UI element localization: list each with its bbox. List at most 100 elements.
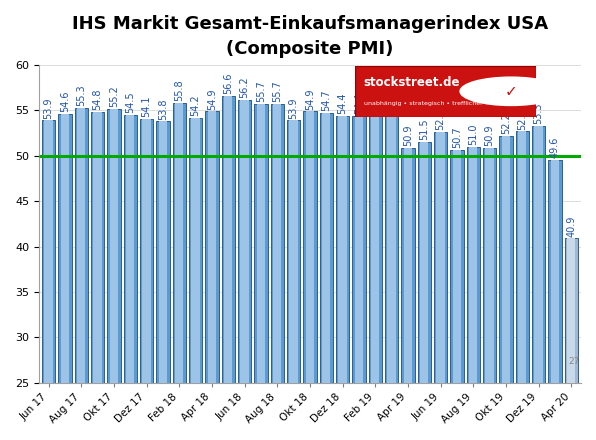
Bar [45,121,53,440]
Bar [156,121,170,440]
Bar [368,106,382,440]
Text: 54.6: 54.6 [60,91,70,112]
Text: 40.9: 40.9 [566,215,576,237]
Bar [535,126,543,440]
Bar [434,132,447,440]
Text: 50.7: 50.7 [452,126,462,148]
Bar [567,238,575,440]
Bar [485,148,493,440]
Text: 55.7: 55.7 [272,81,283,103]
Bar [238,99,252,440]
Bar [319,113,333,440]
Bar [126,115,135,440]
Bar [208,111,216,440]
Bar [532,126,545,440]
Bar [222,96,235,440]
Text: 52.6: 52.6 [436,109,446,131]
Bar [516,132,529,440]
Text: 49.6: 49.6 [550,136,560,158]
Text: 54.5: 54.5 [125,92,135,113]
Bar [287,121,300,440]
Bar [140,119,153,440]
Text: 51.0: 51.0 [468,124,478,145]
Text: 55.7: 55.7 [256,81,266,103]
Text: 54.4: 54.4 [354,93,364,114]
Text: 51.5: 51.5 [419,119,429,140]
Text: 52.7: 52.7 [517,108,527,129]
Bar [420,142,429,440]
Text: 50.9: 50.9 [403,125,413,146]
Bar [123,115,137,440]
Bar [175,103,184,440]
Text: 27: 27 [568,357,579,367]
Bar [142,119,151,440]
Bar [303,111,316,440]
Text: 55.8: 55.8 [174,80,184,102]
Bar [91,112,104,440]
Bar [240,99,249,440]
Bar [436,132,445,440]
Text: 55.3: 55.3 [76,84,86,106]
Bar [551,160,559,440]
Text: 52.2: 52.2 [501,112,511,134]
FancyBboxPatch shape [355,66,536,117]
Bar [224,96,232,440]
Text: 54.9: 54.9 [305,88,315,110]
Bar [336,116,349,440]
Bar [518,132,526,440]
Bar [371,106,380,440]
Bar [322,113,330,440]
Text: 54.2: 54.2 [191,94,201,116]
Bar [271,104,284,440]
Bar [548,160,561,440]
Text: 54.4: 54.4 [337,93,347,114]
Text: stockstreet.de: stockstreet.de [364,76,460,89]
Bar [273,104,281,440]
Text: 53.9: 53.9 [44,97,54,119]
Bar [58,114,72,440]
Bar [306,111,314,440]
Bar [61,114,69,440]
Bar [499,136,513,440]
Text: 56.2: 56.2 [240,76,250,98]
Bar [290,121,298,440]
Text: 54.6: 54.6 [387,91,396,112]
Bar [159,121,167,440]
Bar [401,148,415,440]
Text: 54.7: 54.7 [321,90,331,111]
Bar [74,108,88,440]
Bar [107,109,120,440]
Text: 55.2: 55.2 [109,85,119,107]
Bar [483,148,496,440]
Text: 50.9: 50.9 [485,125,495,146]
Bar [205,111,219,440]
Bar [450,150,464,440]
Bar [189,118,202,440]
Bar [339,116,347,440]
Bar [502,136,510,440]
Bar [564,238,578,440]
Text: 56.6: 56.6 [224,73,233,94]
Bar [453,150,461,440]
Text: 53.9: 53.9 [288,97,299,119]
Bar [173,103,186,440]
Bar [110,109,118,440]
Bar [467,147,480,440]
Text: 53.8: 53.8 [158,98,168,120]
Bar [469,147,477,440]
Bar [418,142,431,440]
Bar [254,104,268,440]
Circle shape [460,77,562,106]
Bar [355,116,363,440]
Bar [403,148,412,440]
Text: 53.3: 53.3 [533,103,544,124]
Bar [42,121,55,440]
Bar [191,118,200,440]
Text: ✓: ✓ [505,84,517,99]
Bar [352,116,365,440]
Text: 55.5: 55.5 [370,82,380,104]
Bar [387,114,396,440]
Title: IHS Markit Gesamt-Einkaufsmanagerindex USA
(Composite PMI): IHS Markit Gesamt-Einkaufsmanagerindex U… [72,15,548,58]
Bar [257,104,265,440]
Text: 54.1: 54.1 [142,95,151,117]
